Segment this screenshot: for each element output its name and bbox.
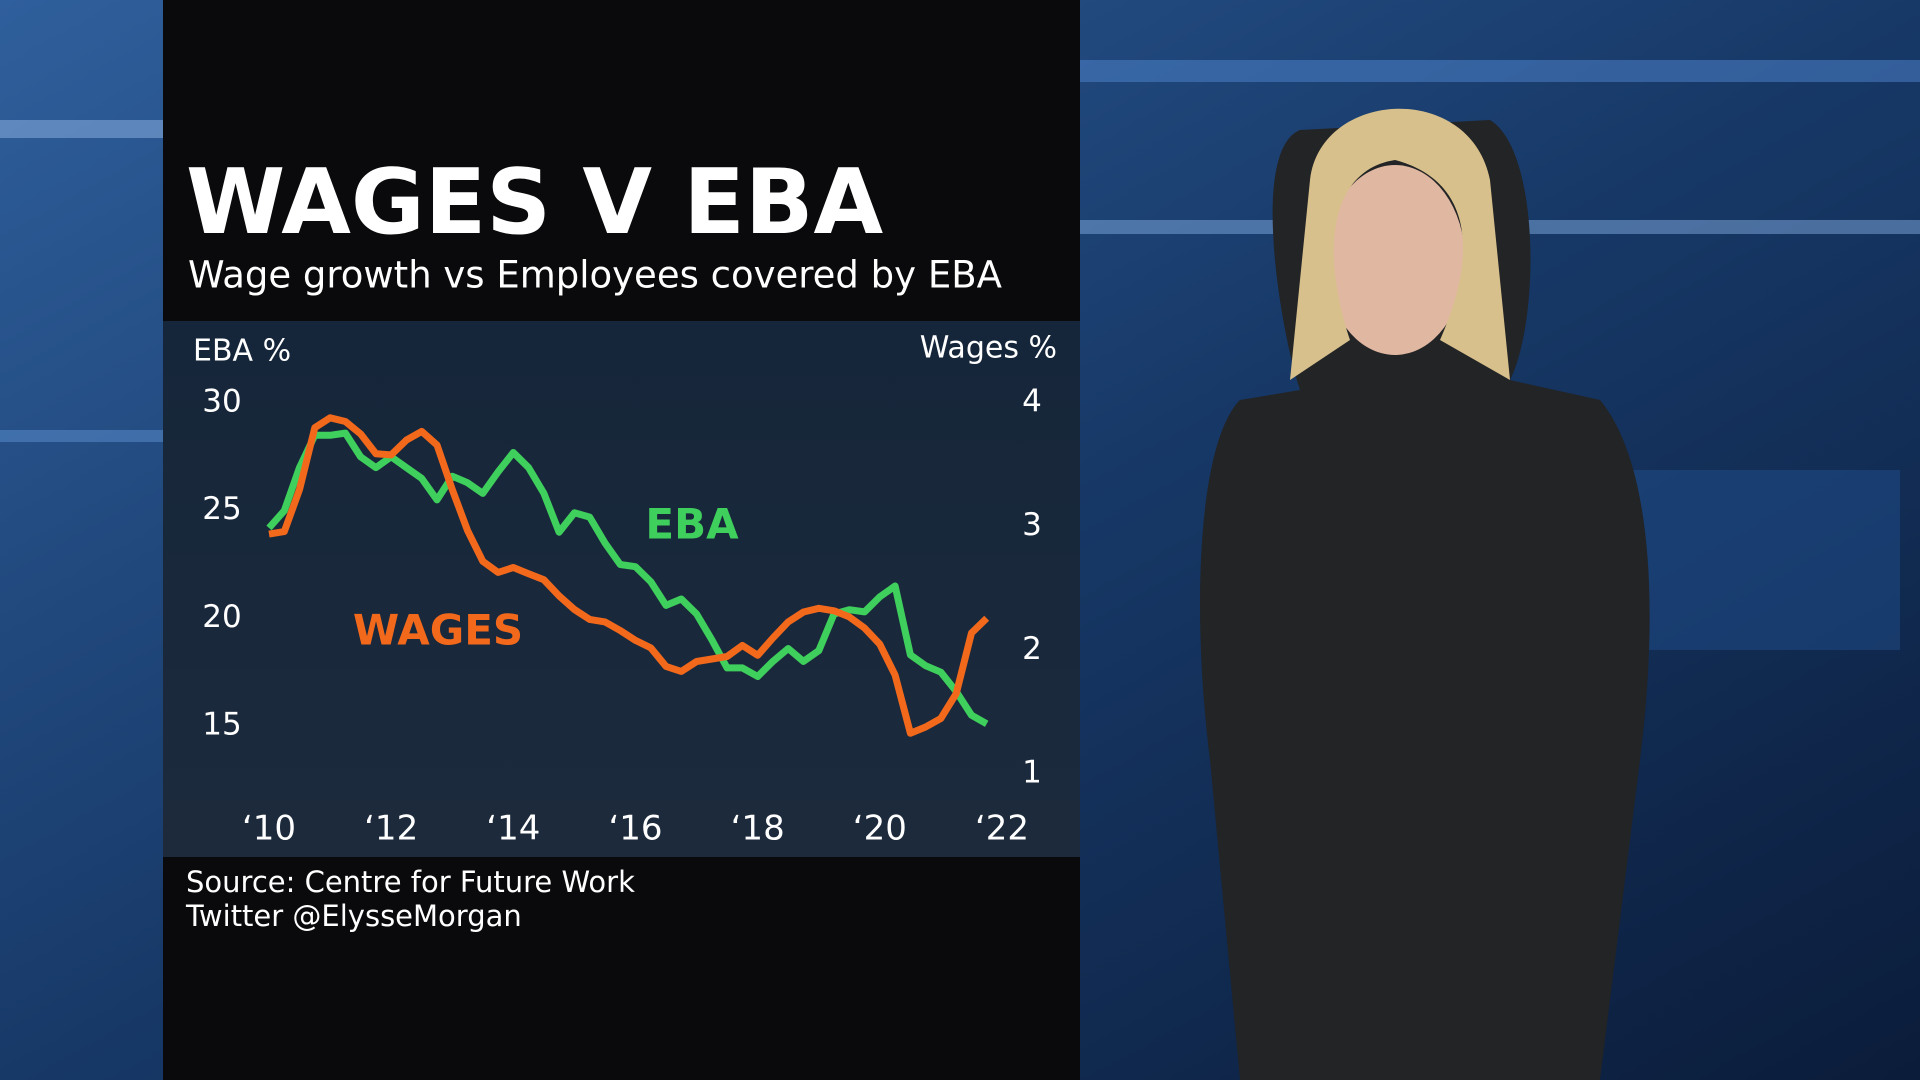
x-tick-label: ‘10 (242, 809, 296, 849)
chart-subtitle: Wage growth vs Employees covered by EBA (188, 254, 1002, 297)
y2-tick-label: 2 (1022, 631, 1042, 667)
presenter (1200, 108, 1650, 1080)
series-line (268, 414, 990, 737)
y-tick-label: 25 (202, 491, 241, 527)
plot-band (163, 321, 1080, 857)
y2-tick-label: 3 (1022, 507, 1042, 543)
y2-tick-label: 4 (1022, 384, 1042, 420)
series-line (266, 429, 989, 727)
x-tick-label: ‘14 (486, 809, 540, 849)
x-tick-label: ‘12 (364, 809, 418, 849)
series-label: EBA (645, 500, 739, 549)
series-label: WAGES (353, 606, 523, 655)
y2-tick-label: 1 (1022, 755, 1042, 791)
y2-axis-title: Wages % (920, 331, 1057, 366)
y-tick-label: 30 (202, 384, 241, 420)
chart-title: WAGES V EBA (186, 150, 883, 255)
y-tick-label: 15 (202, 707, 241, 743)
credit: Twitter @ElysseMorgan (185, 899, 522, 933)
y-axis-title: EBA % (193, 334, 291, 369)
x-tick-label: ‘16 (608, 809, 662, 849)
x-tick-label: ‘20 (853, 809, 907, 849)
source: Source: Centre for Future Work (186, 865, 635, 899)
y-tick-label: 20 (202, 599, 241, 635)
x-tick-label: ‘22 (975, 809, 1029, 849)
x-tick-label: ‘18 (731, 809, 785, 849)
